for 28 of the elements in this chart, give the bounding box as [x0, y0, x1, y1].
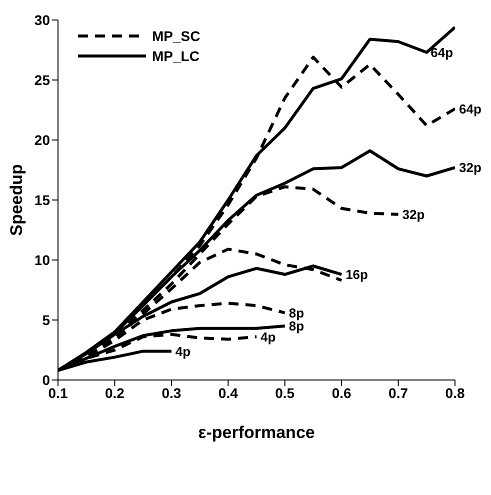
annotation: 4p: [260, 329, 276, 344]
x-tick-label: 0.1: [48, 384, 68, 401]
y-tick-label: 20: [34, 132, 50, 148]
x-tick-label: 0.8: [445, 384, 465, 401]
y-tick-label: 10: [34, 252, 50, 268]
x-tick-label: 0.2: [104, 384, 125, 401]
annotation: 4p: [175, 344, 191, 359]
annotation: 16p: [346, 267, 368, 282]
legend-label: MP_SC: [152, 28, 200, 44]
annotation: 64p: [459, 101, 482, 116]
y-tick-label: 0: [42, 372, 50, 388]
annotation: 32p: [459, 160, 482, 176]
x-tick-label: 0.7: [388, 384, 408, 401]
x-tick-label: 0.4: [218, 384, 238, 401]
annotation: 64p: [430, 45, 454, 60]
annotation: 32p: [402, 207, 425, 222]
x-tick-label: 0.3: [162, 384, 182, 401]
x-tick-label: 0.5: [275, 384, 295, 401]
x-tick-label: 0.6: [332, 384, 352, 401]
legend-label: MP_LC: [152, 48, 200, 64]
x-axis-title: ε-performance: [198, 423, 315, 442]
annotation: 8p: [288, 305, 304, 320]
y-tick-label: 5: [42, 312, 50, 328]
y-tick-label: 25: [34, 72, 50, 88]
y-tick-label: 15: [34, 192, 50, 208]
annotation: 8p: [288, 318, 304, 334]
y-axis-title: Speedup: [7, 164, 26, 236]
y-tick-label: 30: [34, 12, 50, 28]
